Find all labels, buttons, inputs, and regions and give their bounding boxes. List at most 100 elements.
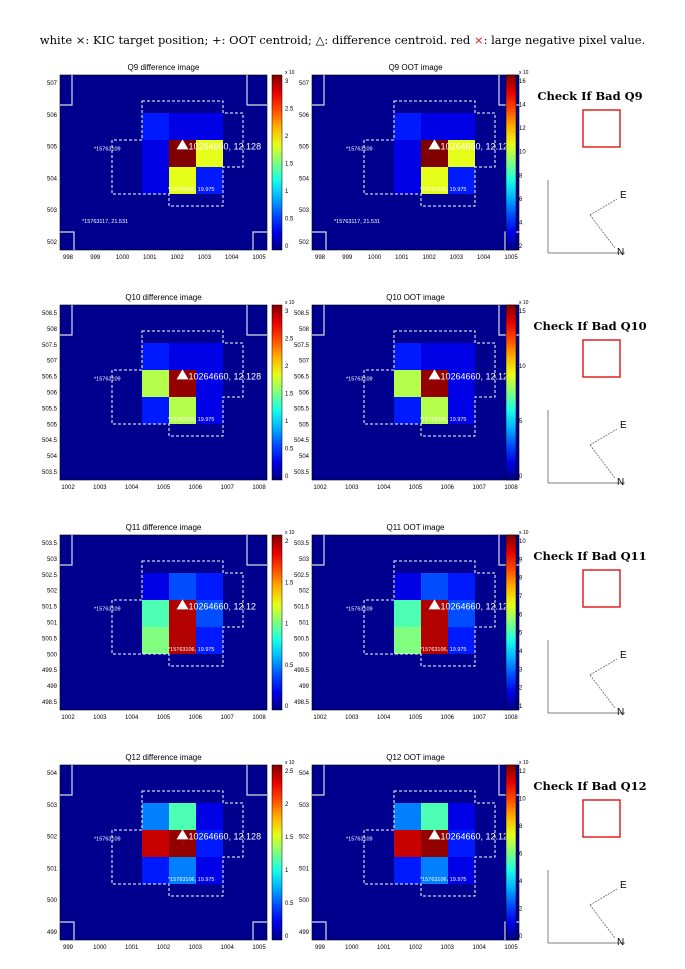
colorbar-tick-label: 4 xyxy=(519,649,523,655)
pixel-cell xyxy=(394,573,421,600)
star-label: *15763106, 19.975 xyxy=(420,187,467,193)
diff-panel-q11: Q11 difference image 10264660, 12.12 *1576… xyxy=(42,523,295,721)
colorbar-tick-label: 1 xyxy=(285,189,289,195)
y-tick-label: 502.5 xyxy=(294,573,310,579)
pixel-cell xyxy=(394,343,421,370)
pixel-cell xyxy=(142,370,169,397)
module-boundary xyxy=(60,305,73,336)
y-tick-label: 508 xyxy=(299,327,310,333)
panel-title: Q10 OOT image xyxy=(386,293,445,302)
x-tick-label: 1005 xyxy=(504,255,518,261)
pixel-cell xyxy=(448,343,475,370)
y-tick-label: 501 xyxy=(299,621,310,627)
pixel-cell xyxy=(196,600,223,627)
x-tick-label: 1004 xyxy=(377,485,391,491)
x-tick-label: 1002 xyxy=(61,485,75,491)
x-tick-label: 1004 xyxy=(225,255,239,261)
module-boundary xyxy=(252,921,267,940)
diff-panel-q9: Q9 difference image 10264660, 12.128 *1576… xyxy=(47,63,295,261)
check-if-bad-label: Check If Bad Q9 xyxy=(537,89,642,103)
module-boundary xyxy=(312,765,325,796)
pixel-cell xyxy=(394,370,421,397)
difference-centroid-marker xyxy=(428,829,441,840)
star-label: *15763117, 21.531 xyxy=(334,219,380,225)
colorbar-exponent: x 10 xyxy=(285,530,295,536)
y-tick-label: 504 xyxy=(299,176,310,182)
colorbar-tick-label: 8 xyxy=(519,824,523,830)
y-tick-label: 499.5 xyxy=(42,668,58,674)
pixel-cell xyxy=(421,857,448,884)
y-tick-label: 501.5 xyxy=(42,605,58,611)
colorbar-tick-label: 0 xyxy=(285,704,289,710)
x-tick-label: 1007 xyxy=(220,715,234,721)
y-tick-label: 499.5 xyxy=(294,668,310,674)
y-tick-label: 505 xyxy=(47,422,58,428)
red-cross-symbol: × xyxy=(473,33,484,47)
pixel-cell xyxy=(196,830,223,857)
x-tick-label: 1004 xyxy=(125,715,139,721)
module-boundary xyxy=(246,75,267,106)
x-tick-label: 999 xyxy=(63,945,74,951)
y-tick-label: 508 xyxy=(47,327,58,333)
x-tick-label: 1001 xyxy=(377,945,391,951)
x-tick-label: 1003 xyxy=(189,945,203,951)
oot-panel-q12: Q12 OOT image 10264660, 12.128 *15763109 *1… xyxy=(299,753,529,951)
compass-east-label: E xyxy=(620,190,627,201)
module-boundary xyxy=(252,231,267,250)
pixel-cell xyxy=(142,167,169,194)
x-tick-label: 1003 xyxy=(345,715,359,721)
y-tick-label: 506 xyxy=(47,113,58,119)
star-label: *15763109 xyxy=(94,146,121,152)
colorbar-tick-label: 2 xyxy=(519,907,523,913)
compass-north-arrow xyxy=(589,214,616,249)
module-boundary xyxy=(246,305,267,336)
check-if-bad-q12: Check If Bad Q12 xyxy=(533,779,647,838)
colorbar-tick-label: 2 xyxy=(285,134,289,140)
compass-north-arrow xyxy=(589,674,616,709)
pixel-cell xyxy=(448,397,475,424)
pixel-cell xyxy=(169,343,196,370)
y-tick-label: 503 xyxy=(299,208,310,214)
y-tick-label: 504 xyxy=(47,176,58,182)
oot-panel-q10: Q10 OOT image 10264660, 12.128 *15763109 *1… xyxy=(294,293,529,491)
star-label: *15763106, 19.975 xyxy=(168,647,215,653)
colorbar-exponent: x 10 xyxy=(519,530,529,536)
check-if-bad-label: Check If Bad Q11 xyxy=(533,549,646,563)
star-label: *15763109 xyxy=(94,836,121,842)
module-boundary xyxy=(312,921,327,940)
pixel-cell xyxy=(196,140,223,167)
colorbar-tick-label: 2.5 xyxy=(285,107,294,113)
colorbar-tick-label: 15 xyxy=(519,309,526,315)
colorbar xyxy=(505,74,517,251)
x-tick-label: 1007 xyxy=(472,715,486,721)
y-tick-label: 506 xyxy=(299,113,310,119)
pixel-cell xyxy=(169,857,196,884)
y-tick-label: 502 xyxy=(47,240,58,246)
panel-title: Q11 OOT image xyxy=(387,523,446,532)
kic-target-label: 10264660, 12.128 xyxy=(189,141,262,151)
caption-text-1: white ×: KIC target position; +: OOT cen… xyxy=(39,33,474,47)
colorbar-tick-label: 1.5 xyxy=(285,392,294,398)
y-tick-label: 504 xyxy=(47,771,58,777)
colorbar-tick-label: 14 xyxy=(519,103,526,109)
compass-q9: EN xyxy=(547,180,627,258)
pixel-cell xyxy=(169,627,196,654)
x-tick-label: 1003 xyxy=(441,945,455,951)
pixel-cell xyxy=(394,830,421,857)
colorbar-tick-label: 0.5 xyxy=(285,447,294,453)
pixel-cell xyxy=(142,397,169,424)
pixel-cell xyxy=(142,600,169,627)
y-tick-label: 503 xyxy=(47,557,58,563)
oot-panel-q9: Q9 OOT image 10264660, 12.128 *15763109 *15… xyxy=(299,63,529,261)
colorbar-tick-label: 0.5 xyxy=(285,217,294,223)
x-tick-label: 1008 xyxy=(504,485,518,491)
y-tick-label: 500 xyxy=(299,898,310,904)
compass-east-arrow xyxy=(589,658,618,676)
x-tick-label: 1005 xyxy=(157,715,171,721)
y-tick-label: 507 xyxy=(299,81,310,87)
y-tick-label: 503.5 xyxy=(42,470,58,476)
star-label: *15763106, 19.975 xyxy=(168,187,215,193)
module-boundary xyxy=(60,231,75,250)
pixel-cell xyxy=(142,803,169,830)
y-tick-label: 499 xyxy=(47,684,58,690)
